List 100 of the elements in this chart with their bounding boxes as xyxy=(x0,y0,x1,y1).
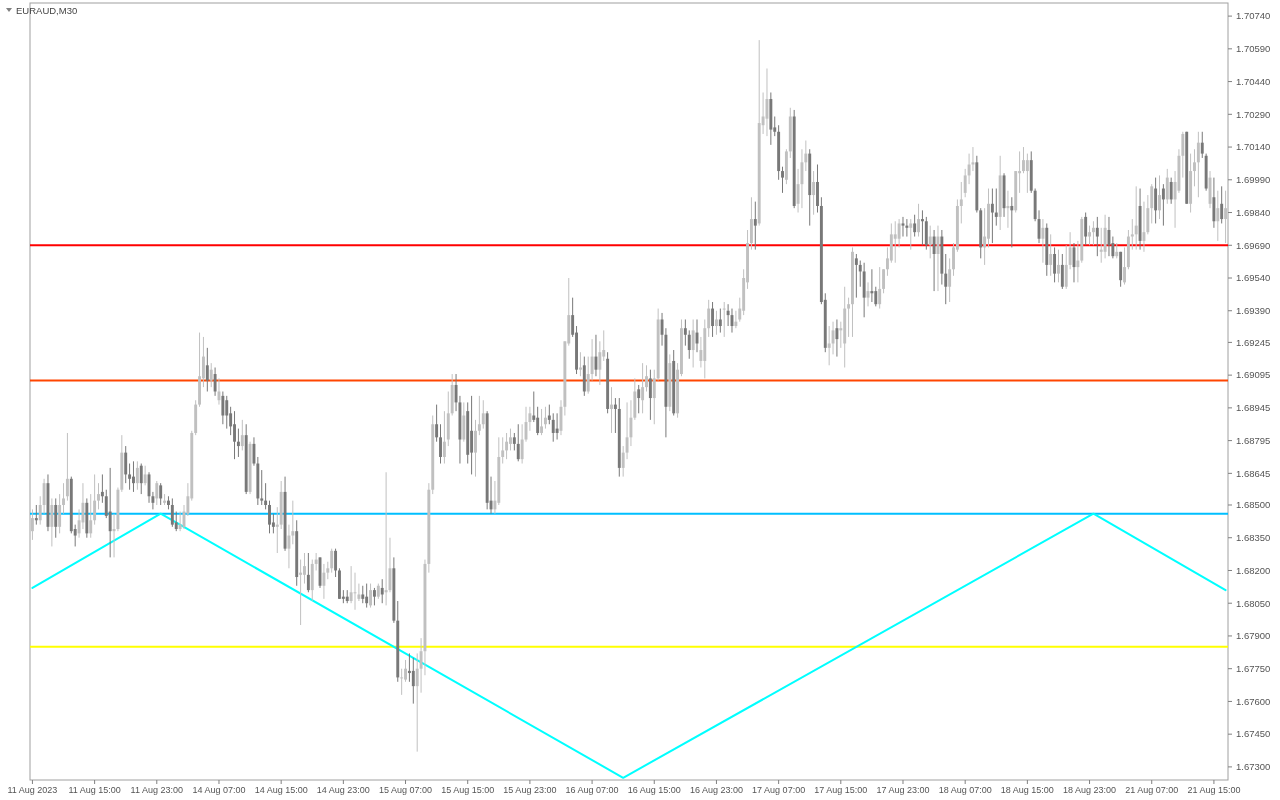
candlestick xyxy=(1154,177,1158,224)
candlestick xyxy=(509,428,512,451)
candlestick xyxy=(155,480,159,506)
x-tick-label: 18 Aug 23:00 xyxy=(1063,785,1117,795)
candlestick xyxy=(170,497,174,528)
candlestick xyxy=(221,391,225,425)
y-tick-label: 1.67300 xyxy=(1236,761,1271,773)
candlestick xyxy=(143,465,147,486)
candlestick xyxy=(516,423,520,462)
y-tick-label: 1.69390 xyxy=(1236,305,1271,317)
candlestick xyxy=(893,220,897,264)
candlestick xyxy=(536,406,540,436)
candlestick xyxy=(637,384,641,414)
y-tick-label: 1.68645 xyxy=(1236,467,1271,479)
candlestick xyxy=(306,552,310,593)
candlestick xyxy=(648,369,652,421)
candlestick xyxy=(687,329,691,360)
candlestick xyxy=(124,445,128,484)
candlestick xyxy=(932,229,936,292)
candlestick xyxy=(34,504,38,526)
candlestick xyxy=(287,524,291,569)
candlestick xyxy=(1095,216,1099,257)
candlestick xyxy=(1134,185,1138,251)
x-tick-label: 15 Aug 15:00 xyxy=(441,785,495,795)
candlestick xyxy=(800,148,804,209)
y-tick-label: 1.68350 xyxy=(1236,532,1271,544)
candlestick xyxy=(540,408,544,436)
x-tick-label: 11 Aug 2023 xyxy=(7,785,58,795)
y-tick-label: 1.70140 xyxy=(1236,141,1271,153)
y-tick-label: 1.68945 xyxy=(1236,402,1271,414)
x-tick-label: 18 Aug 15:00 xyxy=(1000,785,1054,795)
y-tick-label: 1.68200 xyxy=(1236,564,1271,576)
candlestick xyxy=(1022,146,1025,174)
candlestick xyxy=(1057,249,1060,283)
y-tick-label: 1.68795 xyxy=(1236,434,1271,446)
candlestick xyxy=(835,318,839,358)
candlestick xyxy=(505,432,509,460)
candlestick xyxy=(97,482,100,510)
y-tick-label: 1.70590 xyxy=(1236,43,1271,55)
y-tick-label: 1.67900 xyxy=(1236,630,1271,642)
x-tick-label: 16 Aug 07:00 xyxy=(565,785,619,795)
y-tick-label: 1.70740 xyxy=(1236,10,1271,22)
candlestick xyxy=(404,659,407,683)
candlestick xyxy=(240,419,244,451)
candlestick xyxy=(1053,246,1057,283)
candlestick xyxy=(854,253,858,299)
candlestick xyxy=(1200,131,1204,159)
candlestick xyxy=(683,318,687,347)
candlestick xyxy=(983,207,987,266)
candlestick xyxy=(435,404,439,443)
candlestick xyxy=(384,471,388,606)
y-tick-label: 1.67450 xyxy=(1236,728,1271,740)
chart-title: EURAUD,M30 xyxy=(16,5,78,16)
candlestick xyxy=(1041,218,1045,264)
candlestick xyxy=(268,500,271,534)
candlestick xyxy=(474,419,477,478)
candlestick xyxy=(547,404,551,425)
candlestick xyxy=(920,209,924,246)
candlestick xyxy=(555,412,559,441)
candlestick xyxy=(897,218,901,248)
x-tick-label: 15 Aug 23:00 xyxy=(503,785,557,795)
y-tick-label: 1.69690 xyxy=(1236,239,1271,251)
candlestick xyxy=(812,170,816,216)
candlestick xyxy=(411,657,415,705)
candlestick xyxy=(753,201,757,251)
x-tick-label: 17 Aug 07:00 xyxy=(752,785,806,795)
candlestick xyxy=(1088,225,1091,246)
candlestick xyxy=(578,351,582,377)
candlestick xyxy=(1150,183,1154,224)
candlestick xyxy=(645,364,648,392)
candlestick xyxy=(722,301,726,338)
x-tick-label: 17 Aug 23:00 xyxy=(876,785,930,795)
candlestick xyxy=(303,552,306,585)
candlestick xyxy=(718,308,722,334)
y-tick-label: 1.67600 xyxy=(1236,695,1271,707)
x-tick-label: 15 Aug 07:00 xyxy=(379,785,433,795)
candlestick xyxy=(30,508,34,541)
candlestick xyxy=(1161,183,1165,227)
candlestick xyxy=(1103,214,1107,259)
candlestick xyxy=(100,473,104,504)
candlestick xyxy=(380,578,384,604)
candlestick xyxy=(477,395,481,436)
x-tick-label: 18 Aug 07:00 xyxy=(938,785,992,795)
x-tick-label: 14 Aug 07:00 xyxy=(192,785,246,795)
y-tick-label: 1.69540 xyxy=(1236,272,1271,284)
x-tick-label: 21 Aug 07:00 xyxy=(1125,785,1179,795)
candlestick xyxy=(1142,201,1146,253)
candlestick xyxy=(501,436,505,465)
x-tick-label: 16 Aug 23:00 xyxy=(689,785,743,795)
candlestick xyxy=(225,395,229,430)
candlestick xyxy=(365,583,369,609)
y-tick-label: 1.68500 xyxy=(1236,499,1271,511)
candlestick xyxy=(236,428,240,458)
candlestick xyxy=(213,366,217,397)
candlestick xyxy=(734,310,738,329)
candlestick xyxy=(551,412,555,443)
y-tick-label: 1.70290 xyxy=(1236,108,1271,120)
candlestick xyxy=(1049,233,1053,277)
y-tick-label: 1.69245 xyxy=(1236,336,1271,348)
candlestick xyxy=(928,225,932,259)
